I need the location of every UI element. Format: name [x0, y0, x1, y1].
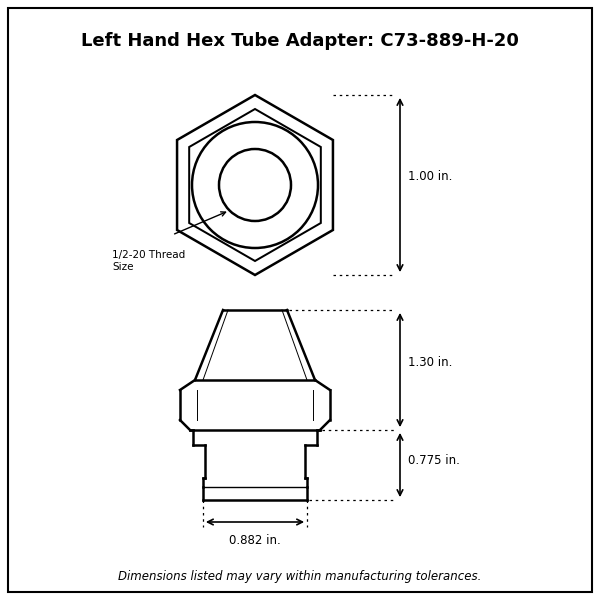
Text: 0.775 in.: 0.775 in. — [408, 454, 460, 467]
Text: 1/2-20 Thread
Size: 1/2-20 Thread Size — [112, 250, 185, 272]
Text: Left Hand Hex Tube Adapter: C73-889-H-20: Left Hand Hex Tube Adapter: C73-889-H-20 — [81, 32, 519, 50]
Text: 1.30 in.: 1.30 in. — [408, 355, 452, 368]
Text: 0.882 in.: 0.882 in. — [229, 534, 281, 547]
Text: 1.00 in.: 1.00 in. — [408, 170, 452, 184]
Text: Dimensions listed may vary within manufacturing tolerances.: Dimensions listed may vary within manufa… — [118, 570, 482, 583]
